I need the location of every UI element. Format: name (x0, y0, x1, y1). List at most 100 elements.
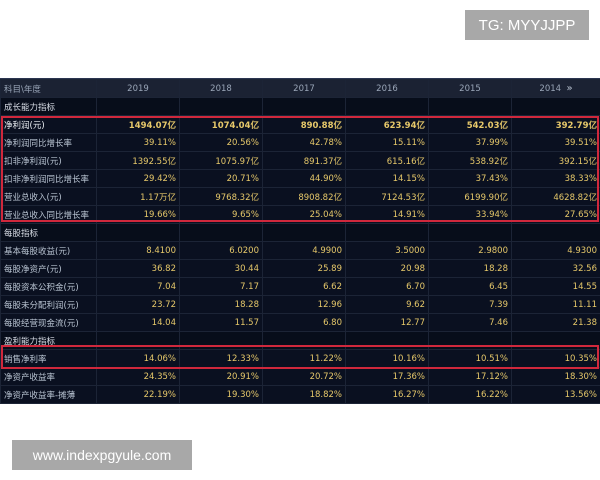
value-cell: 1392.55亿 (96, 151, 180, 170)
value-cell: 37.43% (428, 169, 512, 188)
empty-cell (428, 223, 512, 242)
value-cell: 10.51% (428, 349, 512, 368)
value-cell: 38.33% (511, 169, 600, 188)
value-cell: 20.72% (262, 367, 346, 386)
table-row[interactable]: 每股未分配利润(元) 23.72 18.28 12.96 9.62 7.39 11.11 (0, 295, 600, 314)
value-cell: 17.36% (345, 367, 429, 386)
table-row[interactable]: 净利润(元) 1494.07亿 1074.04亿 890.88亿 623.94亿 542.… (0, 115, 600, 134)
empty-cell (345, 223, 429, 242)
value-cell: 33.94% (428, 205, 512, 224)
row-label: 每股资本公积金(元) (0, 277, 97, 296)
table-row[interactable]: 营业总收入(元) 1.17万亿 9768.32亿 8908.82亿 7124.53亿 61… (0, 187, 600, 206)
year-header-2016[interactable]: 2016 (345, 79, 429, 98)
year-header-2014[interactable]: 2014 » (511, 79, 600, 98)
header-label: 科目\年度 (0, 79, 97, 98)
value-cell: 10.35% (511, 349, 600, 368)
row-label: 净资产收益率-摊薄 (0, 385, 97, 404)
row-label: 扣非净利润同比增长率 (0, 169, 97, 188)
empty-cell (262, 223, 346, 242)
table-row[interactable]: 净资产收益率 24.35% 20.91% 20.72% 17.36% 17.12% 18.3… (0, 367, 600, 386)
value-cell: 4.9300 (511, 241, 600, 260)
value-cell: 1074.04亿 (179, 115, 263, 134)
empty-cell (262, 97, 346, 116)
value-cell: 25.89 (262, 259, 346, 278)
value-cell: 44.90% (262, 169, 346, 188)
financial-indicators-panel: 科目\年度 2019 2018 2017 2016 2015 2014 » 成长… (0, 78, 600, 404)
value-cell: 36.82 (96, 259, 180, 278)
value-cell: 2.9800 (428, 241, 512, 260)
value-cell: 20.56% (179, 133, 263, 152)
section-title: 成长能力指标 (0, 97, 97, 116)
year-header-2018[interactable]: 2018 (179, 79, 263, 98)
value-cell: 20.71% (179, 169, 263, 188)
value-cell: 11.11 (511, 295, 600, 314)
value-cell: 20.98 (345, 259, 429, 278)
value-cell: 27.65% (511, 205, 600, 224)
section-title: 盈利能力指标 (0, 331, 97, 350)
table-row[interactable]: 营业总收入同比增长率 19.66% 9.65% 25.04% 14.91% 33.94% 2… (0, 205, 600, 224)
row-label: 每股净资产(元) (0, 259, 97, 278)
table-row[interactable]: 净利润同比增长率 39.11% 20.56% 42.78% 15.11% 37.99% 39… (0, 133, 600, 152)
value-cell: 4.9900 (262, 241, 346, 260)
row-label: 扣非净利润(元) (0, 151, 97, 170)
table-row[interactable]: 每股经营现金流(元) 14.04 11.57 6.80 12.77 7.46 21.38 (0, 313, 600, 332)
year-header-2015[interactable]: 2015 (428, 79, 512, 98)
section-header-row: 每股指标 (0, 223, 600, 242)
value-cell: 7.04 (96, 277, 180, 296)
value-cell: 14.91% (345, 205, 429, 224)
value-cell: 18.28 (428, 259, 512, 278)
empty-cell (428, 331, 512, 350)
table-row[interactable]: 销售净利率 14.06% 12.33% 11.22% 10.16% 10.51% 10.35… (0, 349, 600, 368)
value-cell: 890.88亿 (262, 115, 346, 134)
row-label: 每股经营现金流(元) (0, 313, 97, 332)
value-cell: 39.51% (511, 133, 600, 152)
empty-cell (179, 331, 263, 350)
value-cell: 14.15% (345, 169, 429, 188)
empty-cell (96, 223, 180, 242)
value-cell: 39.11% (96, 133, 180, 152)
table-row[interactable]: 扣非净利润同比增长率 29.42% 20.71% 44.90% 14.15% 37.43%… (0, 169, 600, 188)
value-cell: 16.22% (428, 385, 512, 404)
year-header-2019[interactable]: 2019 (96, 79, 180, 98)
value-cell: 12.33% (179, 349, 263, 368)
row-label: 销售净利率 (0, 349, 97, 368)
empty-cell (179, 223, 263, 242)
table-row[interactable]: 扣非净利润(元) 1392.55亿 1075.97亿 891.37亿 615.16亿 53… (0, 151, 600, 170)
value-cell: 42.78% (262, 133, 346, 152)
value-cell: 30.44 (179, 259, 263, 278)
value-cell: 25.04% (262, 205, 346, 224)
empty-cell (345, 97, 429, 116)
value-cell: 23.72 (96, 295, 180, 314)
row-label: 营业总收入(元) (0, 187, 97, 206)
empty-cell (262, 331, 346, 350)
empty-cell (511, 223, 600, 242)
year-header-2017[interactable]: 2017 (262, 79, 346, 98)
empty-cell (96, 331, 180, 350)
section-title: 每股指标 (0, 223, 97, 242)
header-row: 科目\年度 2019 2018 2017 2016 2015 2014 » (0, 79, 600, 98)
table-row[interactable]: 每股资本公积金(元) 7.04 7.17 6.62 6.70 6.45 14.55 (0, 277, 600, 296)
row-label: 净利润(元) (0, 115, 97, 134)
value-cell: 17.12% (428, 367, 512, 386)
table-row[interactable]: 基本每股收益(元) 8.4100 6.0200 4.9900 3.5000 2.9800 4… (0, 241, 600, 260)
chevron-right-icon[interactable]: » (566, 83, 573, 94)
empty-cell (428, 97, 512, 116)
value-cell: 7.39 (428, 295, 512, 314)
value-cell: 18.82% (262, 385, 346, 404)
empty-cell (511, 97, 600, 116)
table-row[interactable]: 每股净资产(元) 36.82 30.44 25.89 20.98 18.28 32.56 (0, 259, 600, 278)
value-cell: 10.16% (345, 349, 429, 368)
table-row[interactable]: 净资产收益率-摊薄 22.19% 19.30% 18.82% 16.27% 16.22% 1… (0, 385, 600, 404)
value-cell: 7124.53亿 (345, 187, 429, 206)
value-cell: 1075.97亿 (179, 151, 263, 170)
value-cell: 11.22% (262, 349, 346, 368)
value-cell: 20.91% (179, 367, 263, 386)
value-cell: 9.65% (179, 205, 263, 224)
empty-cell (345, 331, 429, 350)
value-cell: 32.56 (511, 259, 600, 278)
value-cell: 29.42% (96, 169, 180, 188)
value-cell: 24.35% (96, 367, 180, 386)
value-cell: 6.80 (262, 313, 346, 332)
value-cell: 1494.07亿 (96, 115, 180, 134)
value-cell: 14.55 (511, 277, 600, 296)
